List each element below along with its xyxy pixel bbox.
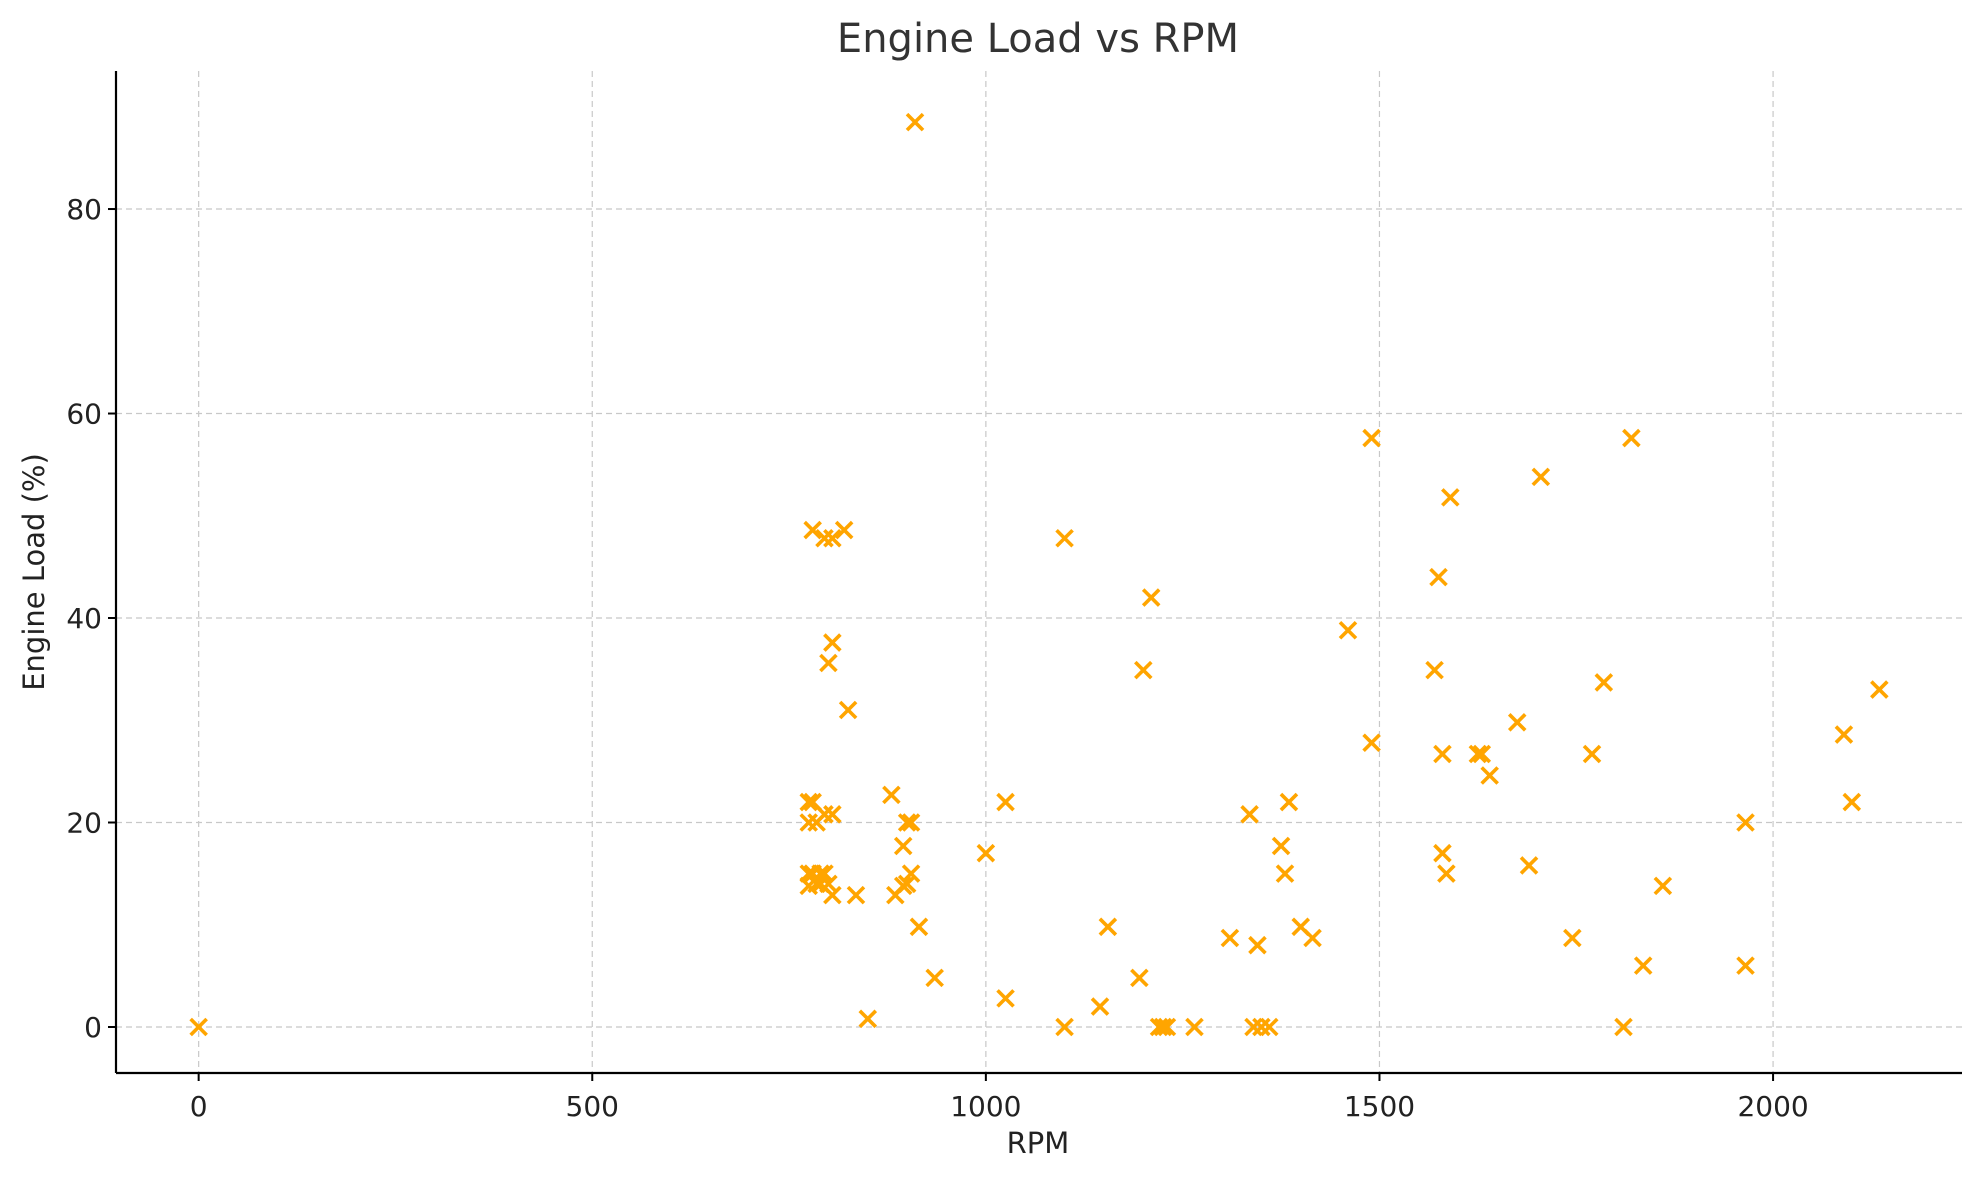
data-point bbox=[846, 885, 866, 905]
data-point bbox=[1271, 836, 1291, 856]
data-point bbox=[1614, 1017, 1633, 1037]
x-tick-label: 1500 bbox=[1344, 1090, 1415, 1123]
data-point bbox=[1141, 588, 1161, 607]
data-point bbox=[976, 843, 996, 863]
data-point bbox=[838, 700, 858, 720]
data-point bbox=[1437, 864, 1456, 883]
data-points bbox=[189, 112, 1889, 1037]
y-tick-label: 80 bbox=[66, 193, 102, 226]
data-point bbox=[1433, 744, 1452, 764]
data-point bbox=[834, 520, 854, 540]
data-point bbox=[1362, 733, 1381, 753]
data-point bbox=[1098, 917, 1118, 937]
data-point bbox=[1055, 1017, 1074, 1037]
data-point bbox=[803, 520, 822, 540]
data-point bbox=[1653, 876, 1673, 896]
data-point bbox=[803, 792, 822, 812]
data-point bbox=[1834, 725, 1854, 744]
data-point bbox=[1055, 528, 1074, 548]
data-point bbox=[1480, 766, 1499, 785]
data-point bbox=[1259, 1017, 1279, 1037]
y-tick-label: 20 bbox=[66, 807, 102, 840]
data-point bbox=[1736, 956, 1755, 975]
data-point bbox=[799, 813, 819, 832]
data-point bbox=[815, 864, 834, 883]
data-point bbox=[1507, 713, 1527, 732]
data-point bbox=[1130, 968, 1149, 988]
x-axis-label: RPM bbox=[1007, 1126, 1070, 1160]
y-tick-label: 60 bbox=[66, 398, 102, 431]
axes bbox=[114, 71, 1962, 1075]
data-point bbox=[996, 989, 1015, 1008]
data-point bbox=[1633, 956, 1653, 975]
data-point bbox=[1531, 467, 1551, 487]
data-point bbox=[1842, 792, 1862, 812]
y-tick-label: 0 bbox=[84, 1011, 102, 1044]
data-point bbox=[1594, 673, 1614, 692]
data-point bbox=[815, 528, 834, 548]
data-point bbox=[1149, 1017, 1169, 1037]
tick-marks: 0 500 1000 1500 2000 0 20 40 60 80 bbox=[66, 193, 1808, 1123]
data-point bbox=[1425, 660, 1444, 680]
data-point bbox=[1441, 488, 1460, 507]
data-point bbox=[1157, 1017, 1177, 1037]
data-point bbox=[823, 805, 842, 824]
data-point bbox=[1244, 1017, 1263, 1037]
x-tick-label: 500 bbox=[566, 1090, 619, 1123]
data-point bbox=[1185, 1017, 1204, 1037]
data-point bbox=[823, 633, 842, 652]
data-point bbox=[893, 836, 913, 856]
data-point bbox=[1338, 621, 1358, 640]
data-point bbox=[901, 864, 921, 883]
data-point bbox=[901, 813, 921, 832]
data-point bbox=[1429, 567, 1448, 587]
data-point bbox=[1582, 744, 1602, 764]
data-point bbox=[1870, 680, 1889, 699]
data-point bbox=[1279, 792, 1299, 812]
x-tick-label: 2000 bbox=[1737, 1090, 1808, 1123]
x-tick-label: 1000 bbox=[950, 1090, 1021, 1123]
data-point bbox=[1433, 843, 1452, 863]
data-point bbox=[1362, 428, 1381, 448]
data-point bbox=[189, 1017, 208, 1037]
data-point bbox=[1248, 935, 1267, 955]
data-point bbox=[1252, 1017, 1271, 1037]
data-point bbox=[1472, 744, 1492, 764]
data-point bbox=[1090, 997, 1110, 1016]
data-point bbox=[1275, 864, 1295, 883]
data-point bbox=[1736, 813, 1755, 832]
data-point bbox=[1563, 928, 1582, 948]
data-point bbox=[1220, 928, 1240, 948]
data-point bbox=[1468, 744, 1488, 764]
data-point bbox=[996, 792, 1015, 812]
y-tick-label: 40 bbox=[66, 602, 102, 635]
data-point bbox=[799, 792, 819, 812]
data-point bbox=[905, 112, 925, 132]
chart-title: Engine Load vs RPM bbox=[837, 16, 1239, 62]
data-point bbox=[1153, 1017, 1173, 1037]
data-point bbox=[897, 874, 917, 894]
data-point bbox=[1291, 917, 1311, 937]
gridlines bbox=[116, 71, 1962, 1073]
data-point bbox=[823, 528, 842, 548]
data-point bbox=[811, 864, 830, 883]
data-point bbox=[925, 968, 944, 988]
x-tick-label: 0 bbox=[190, 1090, 208, 1123]
data-point bbox=[882, 785, 901, 805]
data-point bbox=[1622, 428, 1641, 448]
data-point bbox=[1134, 660, 1153, 680]
data-point bbox=[1240, 805, 1259, 824]
data-point bbox=[819, 653, 838, 673]
data-point bbox=[909, 917, 929, 937]
y-axis-label: Engine Load (%) bbox=[17, 453, 51, 691]
data-point bbox=[897, 813, 917, 832]
data-point bbox=[1519, 856, 1539, 875]
data-point bbox=[858, 1009, 878, 1029]
